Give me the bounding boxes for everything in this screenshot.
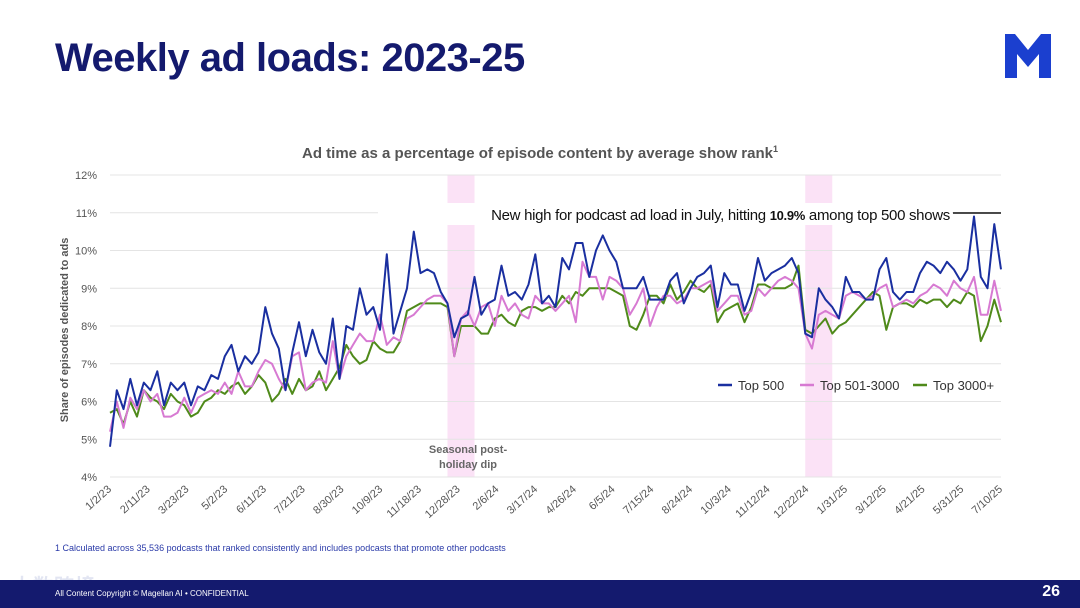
x-tick-label: 3/12/25: [853, 483, 888, 516]
y-tick-label: 5%: [81, 434, 97, 446]
footer-bar: All Content Copyright © Magellan AI • CO…: [0, 580, 1080, 608]
callout-text: New high for podcast ad load in July, hi…: [491, 207, 770, 224]
x-tick-label: 12/28/23: [423, 483, 463, 521]
y-tick-label: 4%: [81, 472, 97, 484]
x-tick-label: 8/24/24: [660, 483, 695, 516]
x-tick-label: 2/11/23: [118, 483, 153, 516]
x-tick-label: 8/30/23: [311, 483, 346, 516]
series-line-top-501-3000: [109, 260, 1002, 432]
y-tick-label: 8%: [81, 321, 97, 333]
logo-notch: [1017, 68, 1039, 78]
x-tick-label: 7/21/23: [272, 483, 307, 516]
legend-label: Top 501-3000: [820, 378, 900, 393]
chart-title-superscript: 1: [773, 144, 778, 154]
legend-label: Top 500: [738, 378, 784, 393]
x-tick-label: 1/31/25: [815, 483, 850, 516]
page-title: Weekly ad loads: 2023-25: [55, 36, 525, 80]
y-tick-label: 10%: [75, 246, 97, 258]
y-tick-label: 6%: [81, 397, 97, 409]
series-line-top-500: [109, 215, 1002, 447]
x-tick-label: 3/23/23: [156, 483, 191, 516]
y-tick-label: 11%: [76, 208, 97, 220]
callout-suffix: among top 500 shows: [805, 207, 950, 224]
y-axis-label: Share of episodes dedicated to ads: [59, 238, 71, 423]
callout-background: [378, 203, 952, 225]
page-number: 26: [1042, 583, 1060, 600]
y-tick-label: 9%: [81, 283, 97, 295]
x-tick-label: 10/3/24: [699, 483, 734, 516]
magellan-logo: [1005, 34, 1051, 78]
shade-label-line2: holiday dip: [439, 459, 497, 471]
legend-label: Top 3000+: [933, 378, 994, 393]
x-tick-label: 3/17/24: [505, 483, 540, 516]
x-ticks: 1/2/23 2/11/23 3/23/23 5/2/23 6/11/23 7/21/23…: [83, 483, 1005, 521]
y-tick-label: 7%: [81, 359, 97, 371]
shade-label-line1: Seasonal post-: [429, 444, 508, 456]
callout: New high for podcast ad load in July, hi…: [491, 207, 950, 224]
x-tick-label: 5/31/25: [931, 483, 966, 516]
callout-value: 10.9%: [770, 208, 806, 223]
x-tick-label: 6/11/23: [234, 483, 269, 516]
logo-m-shape: [1005, 34, 1051, 78]
chart-title-text: Ad time as a percentage of episode conte…: [302, 145, 774, 162]
footnote: 1 Calculated across 35,536 podcasts that…: [55, 543, 506, 553]
x-tick-label: 1/2/23: [83, 483, 114, 512]
x-tick-label: 6/5/24: [587, 483, 618, 512]
y-ticks: 4% 5% 6% 7% 8% 9% 10% 11% 12%: [75, 170, 97, 484]
x-tick-label: 12/22/24: [771, 483, 811, 521]
x-tick-label: 7/15/24: [621, 483, 656, 516]
x-tick-label: 4/21/25: [892, 483, 927, 516]
y-tick-label: 12%: [75, 170, 97, 182]
series-line-top-3000-: [109, 264, 1002, 426]
x-tick-label: 11/18/23: [385, 483, 424, 520]
x-tick-label: 7/10/25: [970, 483, 1005, 516]
series-lines: [109, 215, 1002, 447]
x-tick-label: 2/6/24: [471, 483, 502, 512]
x-tick-label: 10/9/23: [350, 483, 385, 516]
legend: Top 500 Top 501-3000 Top 3000+: [718, 378, 994, 393]
footer-copyright: All Content Copyright © Magellan AI • CO…: [55, 589, 249, 598]
x-tick-label: 11/12/24: [733, 483, 772, 520]
chart-title: Ad time as a percentage of episode conte…: [302, 144, 778, 162]
gridlines: [110, 174, 1001, 478]
ad-load-chart: Ad time as a percentage of episode conte…: [59, 144, 1005, 521]
x-tick-label: 5/2/23: [199, 483, 230, 512]
x-tick-label: 4/26/24: [544, 483, 579, 516]
